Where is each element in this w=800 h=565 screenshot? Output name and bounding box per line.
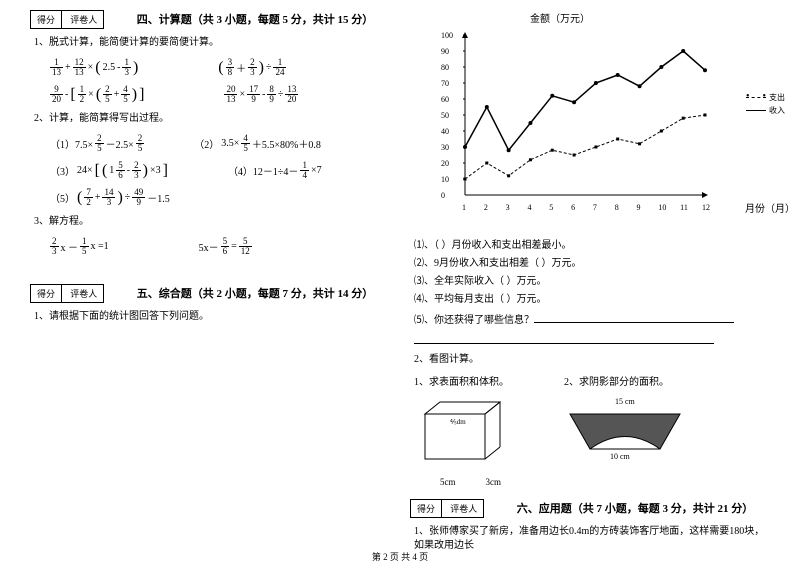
q2-text: 2、计算，能简算得写出过程。 [34, 112, 390, 126]
cuboid-icon: ⅘dm [410, 394, 520, 474]
sub-q3: ⑶、全年实际收入（ ）万元。 [414, 275, 770, 289]
expr-1a: 113 +1213 ×(2.5-13) [50, 58, 138, 77]
arc-top-label: 15 cm [615, 397, 636, 406]
section-6-title: 六、应用题（共 7 小题，每题 3 分，共计 21 分） [517, 500, 754, 516]
score-box-5: 得分 评卷人 [30, 284, 104, 303]
q5-1-text: 1、请根据下面的统计图回答下列问题。 [34, 310, 390, 324]
expr-row-2: 920 -[12×(25+45)] 2013×179-89÷1320 [50, 85, 390, 104]
shape-row: 1、求表面积和体积。 ⅘dm 5cm3cm 2、求阴影部分的面积。 15 cm [410, 372, 770, 487]
arc-block: 2、求阴影部分的面积。 15 cm 10 cm [560, 372, 690, 487]
expr-4b: （4）12－1÷4－14×7 [228, 161, 322, 180]
r-q2: 2、看图计算。 [414, 353, 770, 367]
line-chart: 1009080706050403020100 123456789101112 支… [435, 30, 745, 210]
expr-2a: 920 -[12×(25+45)] [50, 85, 144, 104]
expr-row-3: （1）7.5×25－2.5×25 （2）3.5×45＋5.5×80%＋0.8 [50, 134, 390, 153]
expr-5: （5）(72+143)÷499－1.5 [50, 188, 170, 207]
legend-income: 收入 [769, 105, 785, 116]
sub-q4: ⑷、平均每月支出（ ）万元。 [414, 293, 770, 307]
expr-4a: （3）24×[(156-23)×3] [50, 161, 168, 180]
left-column: 得分 评卷人 四、计算题（共 3 小题，每题 5 分，共计 15 分） 1、脱式… [20, 10, 400, 540]
eq-2: 5x－ 56 = 512 [199, 237, 252, 256]
grader-label: 评卷人 [64, 11, 103, 28]
expr-row-5: （5）(72+143)÷499－1.5 [50, 188, 390, 207]
section-5-title: 五、综合题（共 2 小题，每题 7 分，共计 14 分） [137, 285, 374, 301]
sub-q2: ⑵、9月份收入和支出相差（ ）万元。 [414, 257, 770, 271]
legend-expense: 支出 [769, 92, 785, 103]
eq-1: 23 x －15 x =1 [50, 237, 109, 256]
score-label: 得分 [31, 11, 62, 28]
expr-3b: （2）3.5×45＋5.5×80%＋0.8 [194, 134, 321, 153]
section-4-title: 四、计算题（共 3 小题，每题 5 分，共计 15 分） [137, 11, 374, 27]
q1-text: 1、脱式计算，能简便计算的要简便计算。 [34, 36, 390, 50]
svg-text:⅘dm: ⅘dm [450, 418, 466, 426]
expr-2b: 2013×179-89÷1320 [224, 85, 298, 104]
q6-1: 1、张师傅家买了新房，准备用边长0.4m的方砖装饰客厅地面，这样需要180块，如… [414, 525, 770, 553]
page-footer: 第 2 页 共 4 页 [0, 550, 800, 563]
expr-row-1: 113 +1213 ×(2.5-13) (38 ＋ 23) ÷124 [50, 58, 390, 77]
q3-text: 3、解方程。 [34, 215, 390, 229]
sub-q1: ⑴、（ ）月份收入和支出相差最小。 [414, 239, 770, 253]
expr-1b: (38 ＋ 23) ÷124 [218, 58, 286, 77]
cuboid-block: 1、求表面积和体积。 ⅘dm 5cm3cm [410, 372, 520, 487]
x-axis-label: 月份（月） [745, 200, 795, 215]
sub-q5: ⑸、你还获得了哪些信息？ [414, 311, 770, 328]
arc-shape-icon: 15 cm 10 cm [560, 394, 690, 464]
score-box: 得分 评卷人 [30, 10, 104, 29]
expr-3a: （1）7.5×25－2.5×25 [50, 134, 144, 153]
score-box-6: 得分 评卷人 [410, 499, 484, 518]
right-column: 金额（万元） 1009080706050403020100 1234567891… [400, 10, 780, 540]
arc-bot-label: 10 cm [610, 452, 631, 461]
expr-row-eq: 23 x －15 x =1 5x－ 56 = 512 [50, 237, 390, 256]
chart-legend: 支出 收入 [746, 90, 785, 118]
expr-row-4: （3）24×[(156-23)×3] （4）12－1÷4－14×7 [50, 161, 390, 180]
chart-y-title: 金额（万元） [350, 10, 770, 25]
